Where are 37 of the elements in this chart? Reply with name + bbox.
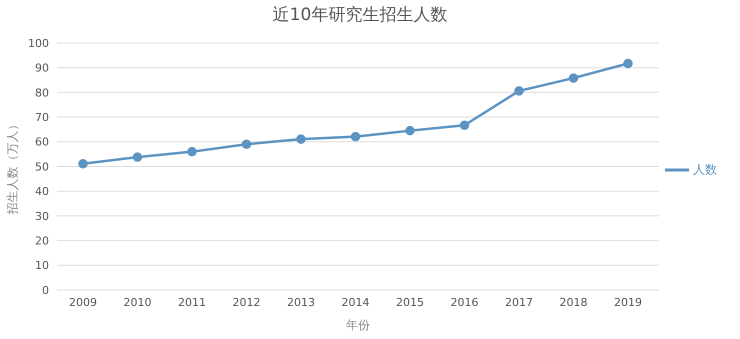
x-tick-label: 2015 [396, 296, 424, 309]
point [78, 159, 88, 169]
x-tick-label: 2018 [560, 296, 588, 309]
x-tick-label: 2010 [124, 296, 152, 309]
legend-label: 人数 [693, 162, 717, 176]
x-tick-label: 2012 [232, 296, 260, 309]
point [514, 86, 524, 96]
y-axis-title: 招生人数（万人） [5, 118, 20, 216]
point [350, 132, 360, 142]
point [460, 120, 470, 130]
point [187, 146, 197, 156]
point [623, 58, 633, 68]
x-axis-title: 年份 [346, 318, 370, 332]
point [242, 140, 252, 150]
x-tick-label: 2014 [342, 296, 370, 309]
point [296, 134, 306, 144]
x-tick-label: 2019 [614, 296, 642, 309]
chart-title: 近10年研究生招生人数 [272, 4, 448, 26]
y-tick-label: 60 [35, 136, 49, 149]
y-tick-label: 90 [35, 62, 49, 75]
point [132, 152, 142, 162]
x-tick-label: 2017 [505, 296, 533, 309]
x-tick-label: 2011 [178, 296, 206, 309]
x-tick-label: 2016 [450, 296, 478, 309]
point [568, 73, 578, 83]
y-tick-label: 0 [42, 284, 49, 297]
y-tick-label: 20 [35, 234, 49, 248]
x-tick-label: 2013 [287, 296, 315, 309]
y-tick-label: 40 [35, 185, 49, 198]
y-tick-label: 100 [28, 36, 49, 50]
y-tick-label: 50 [35, 160, 49, 174]
y-tick-label: 70 [35, 111, 49, 124]
y-tick-label: 10 [35, 259, 49, 272]
y-tick-label: 80 [35, 86, 49, 100]
x-tick-label: 2009 [69, 296, 97, 309]
y-tick-label: 30 [35, 210, 49, 223]
point [405, 126, 415, 136]
